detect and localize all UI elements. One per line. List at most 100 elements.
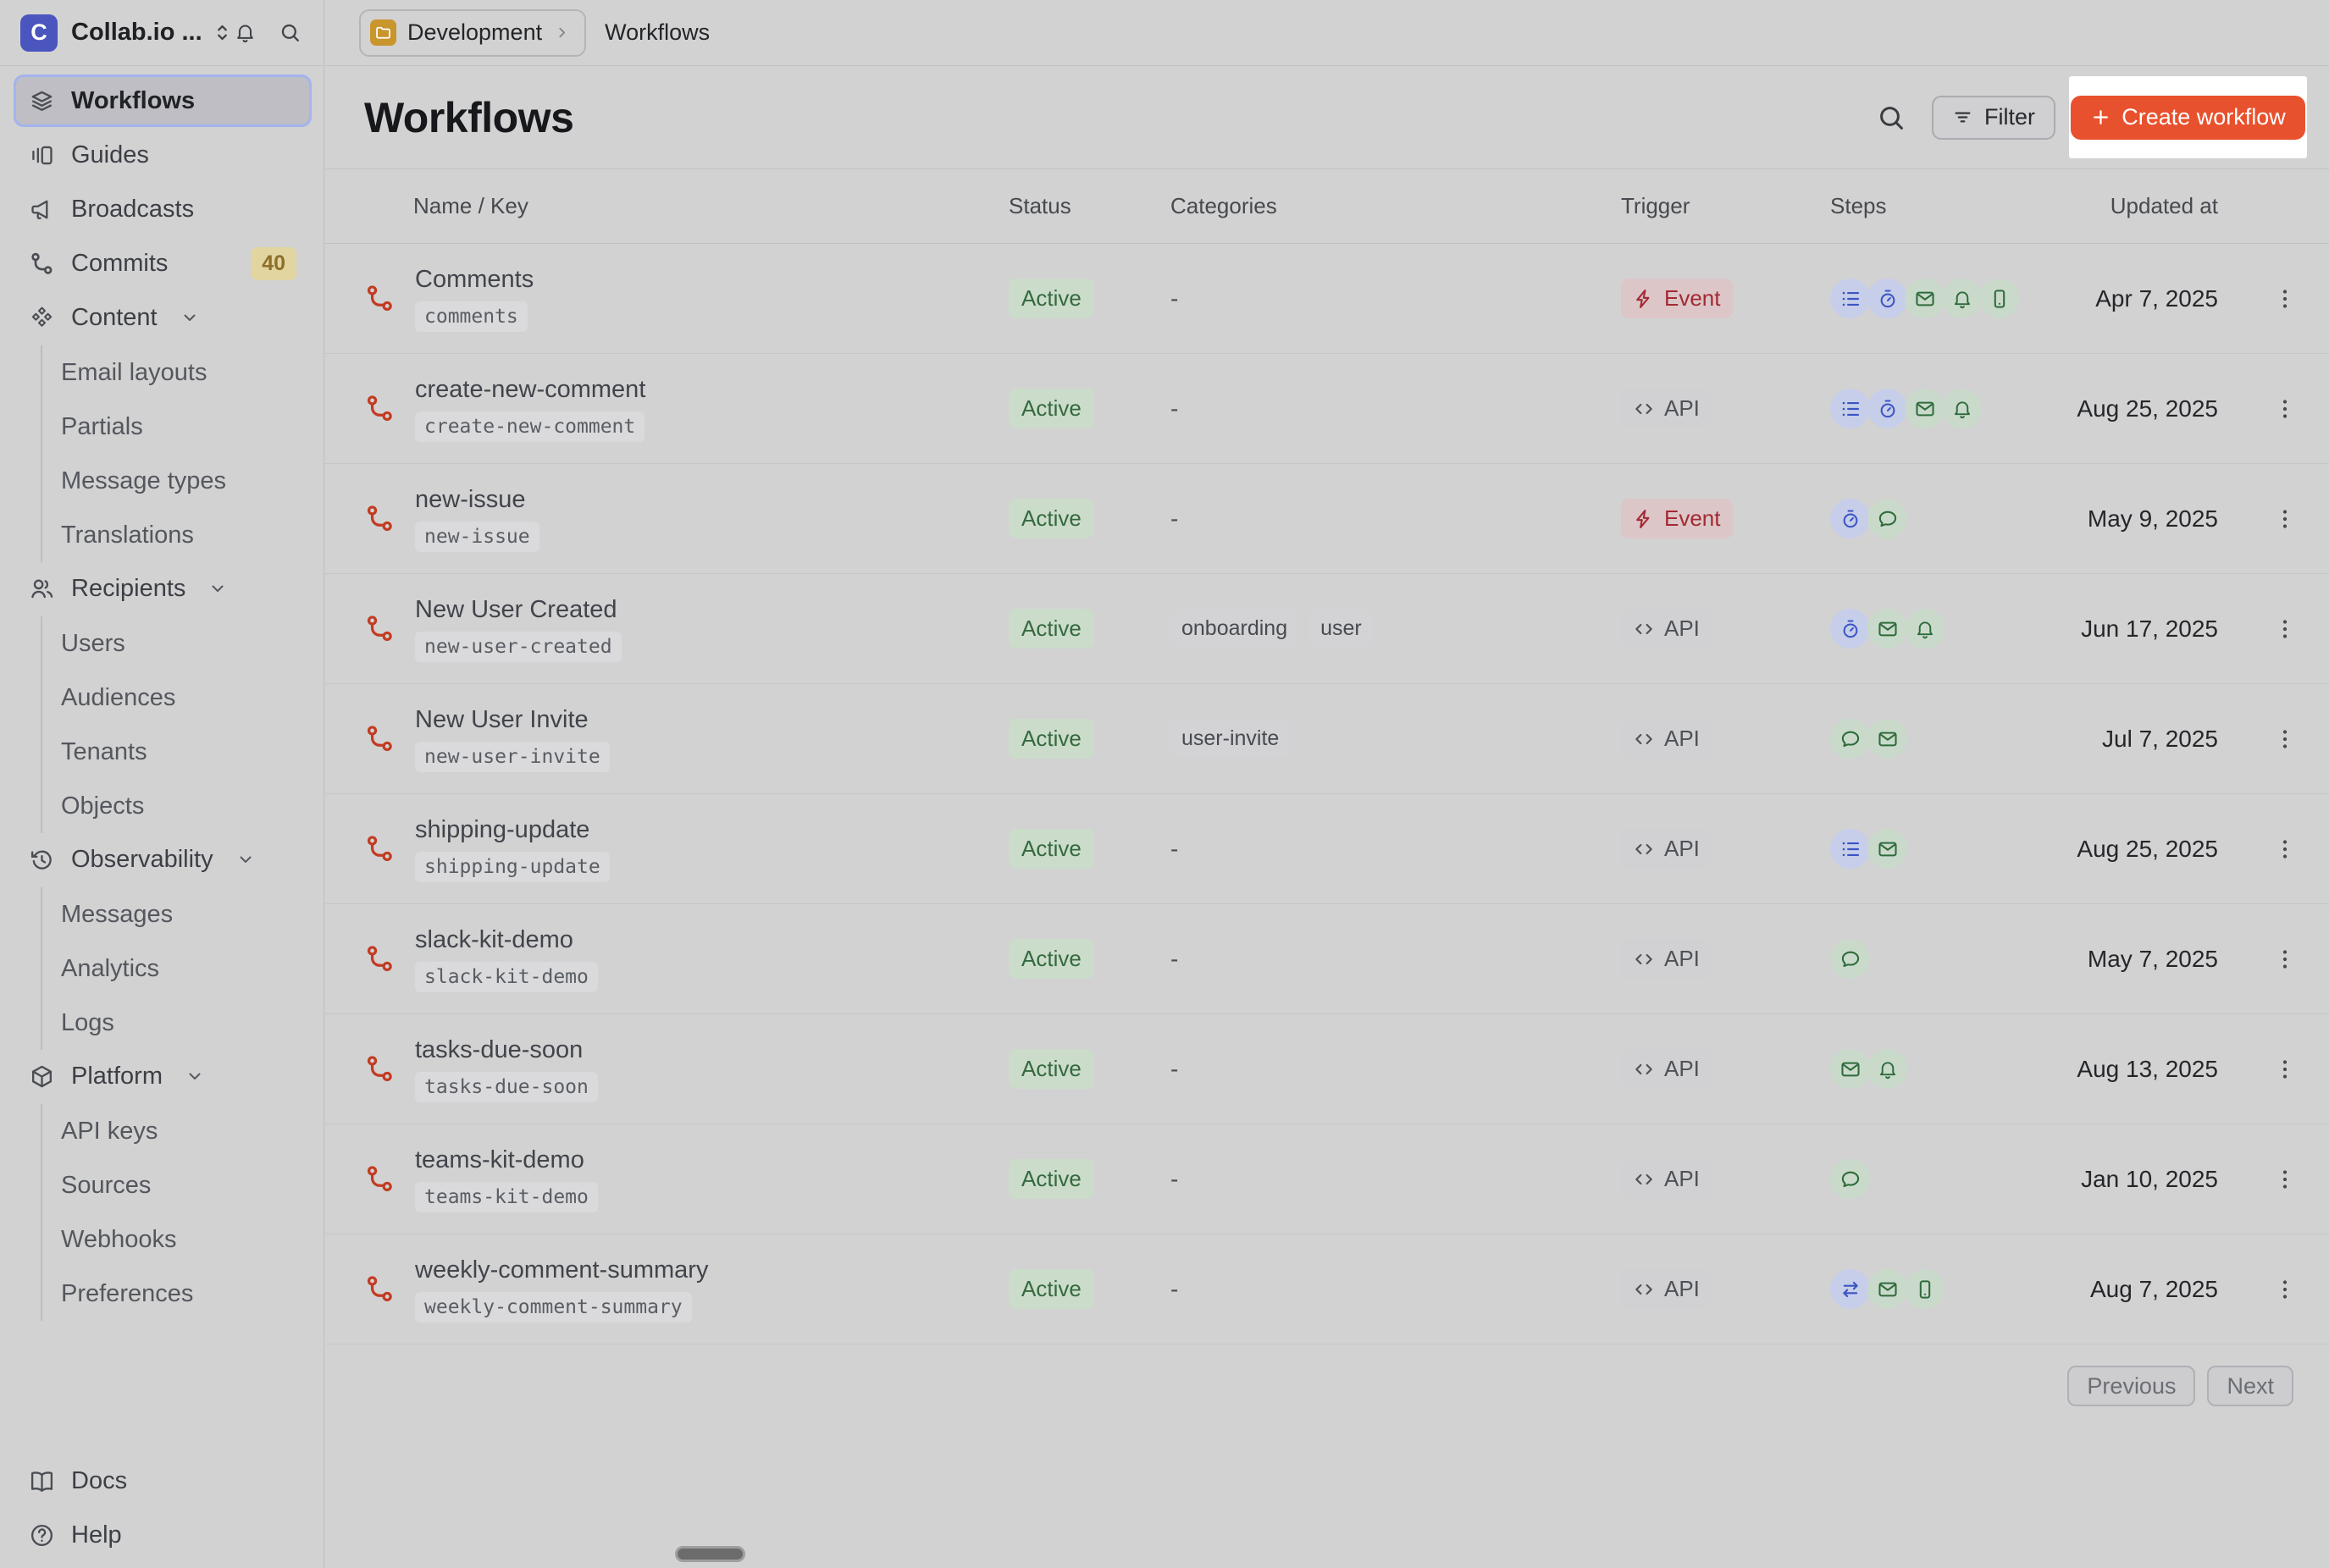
- sidebar-subgroup-content: Email layouts Partials Message types Transl…: [41, 345, 312, 562]
- category-tag: user-invite: [1170, 721, 1291, 757]
- step-stopwatch-icon: [1830, 499, 1870, 538]
- row-menu-kebab-icon[interactable]: [2272, 1057, 2298, 1082]
- row-menu-kebab-icon[interactable]: [2272, 616, 2298, 642]
- sidebar-item-analytics[interactable]: Analytics: [61, 954, 160, 982]
- status-badge: Active: [1009, 719, 1094, 759]
- table-row-shipping-update[interactable]: shipping-update shipping-update Active -…: [325, 794, 2329, 904]
- row-menu-kebab-icon[interactable]: [2272, 396, 2298, 422]
- workflow-name[interactable]: tasks-due-soon: [415, 1035, 584, 1063]
- sidebar-subgroup-recipients: Users Audiences Tenants Objects: [41, 616, 312, 833]
- steps-cell: [1830, 829, 2076, 869]
- event-zap-icon: [1633, 288, 1655, 310]
- sidebar-item-logs[interactable]: Logs: [61, 1008, 114, 1036]
- updated-at: Jan 10, 2025: [2081, 1165, 2218, 1192]
- step-bell-icon: [1942, 389, 1982, 428]
- workflow-name[interactable]: weekly-comment-summary: [415, 1256, 709, 1284]
- count-badge: 40: [251, 246, 296, 280]
- sidebar-item-translations[interactable]: Translations: [61, 521, 194, 549]
- sidebar-item-docs[interactable]: Docs: [14, 1455, 310, 1507]
- guides-icon: [29, 142, 55, 168]
- status-badge: Active: [1009, 1159, 1094, 1199]
- sidebar-item-messages[interactable]: Messages: [61, 900, 174, 928]
- workspace-switcher[interactable]: C Collab.io ...: [0, 0, 324, 66]
- row-menu-kebab-icon[interactable]: [2272, 506, 2298, 532]
- row-menu-kebab-icon[interactable]: [2272, 836, 2298, 862]
- table-row-new-issue[interactable]: new-issue new-issue Active - Event May 9…: [325, 464, 2329, 574]
- table-row-teams-kit-demo[interactable]: teams-kit-demo teams-kit-demo Active - A…: [325, 1124, 2329, 1234]
- status-badge: Active: [1009, 1049, 1094, 1089]
- sidebar-item-workflows[interactable]: Workflows: [14, 75, 312, 127]
- sidebar-item-sources[interactable]: Sources: [61, 1171, 152, 1199]
- sidebar-item-help[interactable]: Help: [14, 1509, 310, 1561]
- next-button[interactable]: Next: [2207, 1366, 2293, 1406]
- bell-icon[interactable]: [234, 21, 257, 44]
- table-search-icon[interactable]: [1876, 102, 1906, 133]
- sidebar-item-platform[interactable]: Platform: [14, 1050, 312, 1102]
- row-menu-kebab-icon[interactable]: [2272, 947, 2298, 972]
- sidebar-item-users[interactable]: Users: [61, 629, 125, 657]
- table-row-new-user-invite[interactable]: New User Invite new-user-invite Active u…: [325, 684, 2329, 794]
- unfold-icon[interactable]: [211, 21, 234, 44]
- sidebar-item-observability[interactable]: Observability: [14, 833, 312, 886]
- workflow-icon: [364, 393, 396, 424]
- sidebar-item-guides[interactable]: Guides: [14, 129, 312, 181]
- sidebar-item-partials[interactable]: Partials: [61, 412, 143, 440]
- breadcrumb-environment[interactable]: Development: [359, 8, 587, 57]
- workflow-name[interactable]: Comments: [415, 265, 534, 293]
- sidebar-item-audiences[interactable]: Audiences: [61, 683, 176, 711]
- categories-cell: -: [1170, 1056, 1621, 1083]
- table-row-tasks-due-soon[interactable]: tasks-due-soon tasks-due-soon Active - A…: [325, 1014, 2329, 1124]
- workflow-key: teams-kit-demo: [415, 1181, 598, 1212]
- workflow-name[interactable]: New User Created: [415, 595, 617, 623]
- step-bell-icon: [1942, 279, 1982, 318]
- updated-at: Aug 25, 2025: [2077, 835, 2218, 862]
- sidebar-item-content[interactable]: Content: [14, 291, 312, 344]
- sidebar-footer: Docs Help: [14, 1455, 310, 1563]
- row-menu-kebab-icon[interactable]: [2272, 1167, 2298, 1192]
- table-row-slack-kit-demo[interactable]: slack-kit-demo slack-kit-demo Active - A…: [325, 904, 2329, 1014]
- sidebar-item-preferences[interactable]: Preferences: [61, 1279, 194, 1307]
- trigger-badge: API: [1621, 939, 1712, 979]
- sidebar-item-label: Content: [71, 303, 158, 331]
- table-row-weekly-comment-summary[interactable]: weekly-comment-summary weekly-comment-su…: [325, 1234, 2329, 1344]
- workflow-name[interactable]: New User Invite: [415, 705, 589, 733]
- workflow-name[interactable]: teams-kit-demo: [415, 1146, 584, 1173]
- search-icon[interactable]: [279, 21, 301, 44]
- steps-cell: [1830, 719, 2076, 759]
- table-row-create-new-comment[interactable]: create-new-comment create-new-comment Ac…: [325, 354, 2329, 464]
- step-mail-icon: [1905, 279, 1945, 318]
- category-tag: user: [1309, 610, 1373, 647]
- history-icon: [29, 847, 55, 873]
- step-mail-icon: [1867, 1269, 1907, 1309]
- horizontal-scrollbar-thumb[interactable]: [675, 1546, 745, 1562]
- sidebar-item-broadcasts[interactable]: Broadcasts: [14, 183, 312, 235]
- workflow-name[interactable]: create-new-comment: [415, 375, 646, 403]
- workflow-name[interactable]: slack-kit-demo: [415, 925, 573, 953]
- workflow-name[interactable]: shipping-update: [415, 815, 590, 843]
- previous-button[interactable]: Previous: [2067, 1366, 2196, 1406]
- sidebar-item-commits[interactable]: Commits 40: [14, 237, 312, 290]
- sidebar-item-webhooks[interactable]: Webhooks: [61, 1225, 177, 1253]
- step-list-icon: [1830, 829, 1870, 869]
- steps-cell: [1830, 1159, 2076, 1199]
- workflow-key: new-user-invite: [415, 741, 610, 772]
- row-menu-kebab-icon[interactable]: [2272, 1277, 2298, 1302]
- pagination: Previous Next: [2067, 1366, 2293, 1406]
- row-menu-kebab-icon[interactable]: [2272, 726, 2298, 752]
- sidebar-item-email-layouts[interactable]: Email layouts: [61, 358, 207, 386]
- row-menu-kebab-icon[interactable]: [2272, 286, 2298, 312]
- sidebar-item-message-types[interactable]: Message types: [61, 467, 227, 494]
- updated-at: Aug 13, 2025: [2077, 1055, 2218, 1082]
- workflow-name[interactable]: new-issue: [415, 485, 526, 513]
- table-row-comments[interactable]: Comments comments Active - Event Apr 7, …: [325, 244, 2329, 354]
- sidebar-item-recipients[interactable]: Recipients: [14, 562, 312, 615]
- table-row-new-user-created[interactable]: New User Created new-user-created Active…: [325, 574, 2329, 684]
- sidebar-item-api-keys[interactable]: API keys: [61, 1117, 158, 1145]
- step-mail-icon: [1867, 829, 1907, 869]
- sidebar: C Collab.io ... Workflows Guides Broadca…: [0, 0, 324, 1568]
- filter-button[interactable]: Filter: [1932, 95, 2055, 140]
- sidebar-item-objects[interactable]: Objects: [61, 792, 145, 820]
- users-icon: [29, 576, 55, 602]
- create-workflow-button[interactable]: Create workflow: [2071, 95, 2305, 140]
- sidebar-item-tenants[interactable]: Tenants: [61, 737, 147, 765]
